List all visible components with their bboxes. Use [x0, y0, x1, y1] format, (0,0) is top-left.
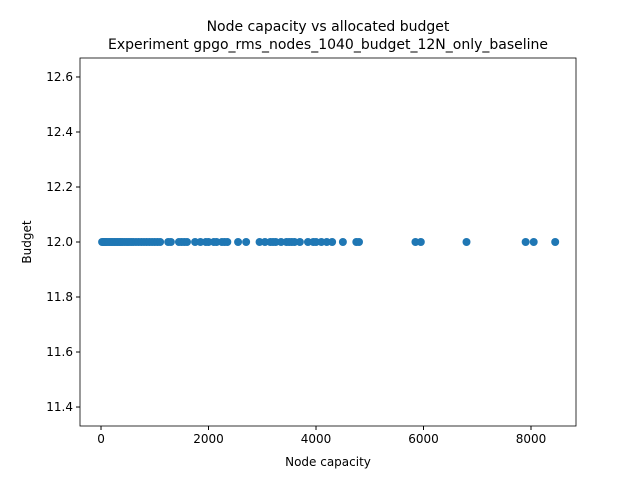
point: [223, 238, 232, 246]
x-tick-label: 2000: [193, 432, 224, 446]
x-tick-label: 0: [97, 432, 105, 446]
y-tick-label: 12.0: [46, 235, 73, 249]
point: [355, 238, 364, 246]
point: [529, 238, 538, 246]
x-axis-label: Node capacity: [285, 455, 371, 469]
point: [416, 238, 425, 246]
point: [338, 238, 347, 246]
point: [242, 238, 251, 246]
y-tick-label: 11.8: [46, 290, 73, 304]
x-tick-label: 6000: [408, 432, 439, 446]
x-tick-label: 4000: [301, 432, 332, 446]
point: [328, 238, 337, 246]
point: [234, 238, 243, 246]
chart-title: Node capacity vs allocated budget: [207, 19, 450, 35]
y-tick-label: 12.4: [46, 125, 73, 139]
point: [166, 238, 175, 246]
y-tick-label: 12.6: [46, 70, 73, 84]
y-tick-label: 12.2: [46, 180, 73, 194]
point: [295, 238, 304, 246]
point: [462, 238, 471, 246]
x-tick-label: 8000: [516, 432, 547, 446]
y-tick-label: 11.4: [46, 400, 73, 414]
point: [183, 238, 192, 246]
point: [551, 238, 560, 246]
y-tick-label: 11.6: [46, 345, 73, 359]
chart-subtitle: Experiment gpgo_rms_nodes_1040_budget_12…: [108, 37, 548, 53]
point: [156, 238, 165, 246]
y-axis-label: Budget: [20, 220, 34, 263]
plot-frame: [79, 57, 577, 427]
point: [521, 238, 530, 246]
